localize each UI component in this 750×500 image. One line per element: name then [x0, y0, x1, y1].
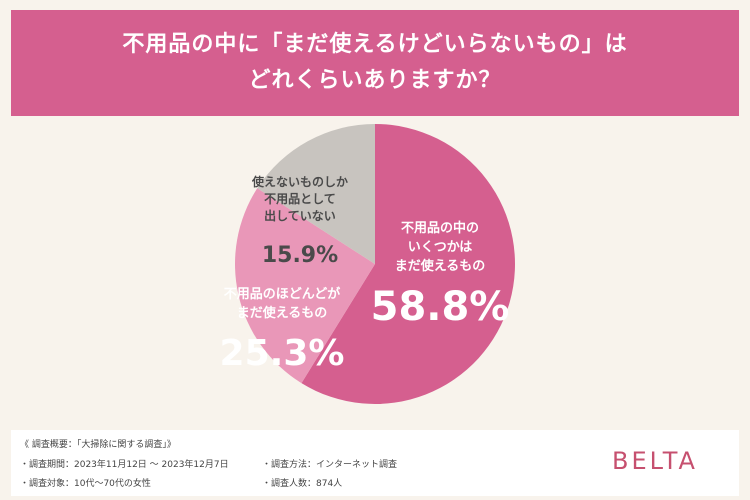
slice-label-0-line-1: いくつかは	[408, 240, 472, 255]
slice-label-0-line-0: 不用品の中の	[401, 220, 479, 236]
slice-label-0-line-2: まだ使えるもの	[395, 258, 486, 274]
survey-count: ・調査人数：874人	[262, 479, 343, 489]
title-line-1: 不用品の中に「まだ使えるけどいらないもの」は	[122, 32, 628, 57]
slice-label-2-line-1: 不用品として	[264, 192, 336, 206]
brand-logo: BELTA	[612, 447, 698, 475]
slice-label-1-line-1: まだ使えるもの	[237, 305, 328, 321]
slice-value-1: 25.3%	[220, 333, 345, 374]
slice-label-1-line-0: 不用品のほどんどが	[224, 286, 341, 302]
survey-target: ・調査対象：10代～70代の女性	[20, 479, 151, 489]
slice-label-2-line-0: 使えないものしか	[251, 174, 348, 189]
pie-slice-1	[235, 188, 375, 384]
slice-value-0: 58.8%	[371, 284, 510, 330]
slice-label-2-line-2: 出していない	[264, 208, 336, 223]
pie-slice-0	[301, 124, 516, 404]
title-banner: 不用品の中に「まだ使えるけどいらないもの」は どれくらいありますか？	[11, 10, 739, 116]
survey-period: ・調査期間：2023年11月12日 ～ 2023年12月7日	[20, 460, 229, 470]
pie-slice-2	[257, 124, 375, 264]
survey-name: 《 調査概要：「大掃除に関する調査」》	[20, 440, 176, 450]
slice-value-2: 15.9%	[262, 243, 338, 268]
survey-footer	[11, 430, 739, 496]
survey-method: ・調査方法：インターネット調査	[262, 460, 398, 470]
title-line-2: どれくらいありますか？	[248, 68, 502, 93]
